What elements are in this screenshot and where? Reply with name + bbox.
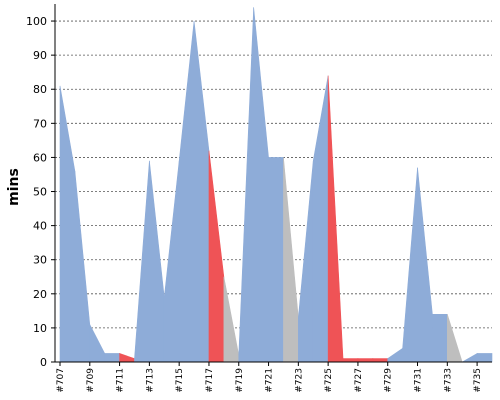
area-segment <box>163 160 180 363</box>
area-segment <box>119 353 135 363</box>
x-tick-label: #727 <box>354 368 364 393</box>
area-segment <box>178 21 195 363</box>
x-tick-label: #725 <box>324 368 334 393</box>
y-axis-ticks: 0 10 20 30 40 50 60 70 80 90 100 <box>26 15 55 369</box>
axes <box>54 4 492 363</box>
area-segment <box>298 160 314 363</box>
x-tick-label: #735 <box>473 368 483 393</box>
x-tick-label: #715 <box>175 368 185 393</box>
area-segment <box>387 347 403 363</box>
area-segment <box>253 7 269 363</box>
area-segment <box>447 314 463 363</box>
y-tick-label: 20 <box>33 288 47 301</box>
area-segment <box>208 150 225 363</box>
area-segment <box>268 157 284 363</box>
x-tick-label: #721 <box>265 368 275 393</box>
area-segment <box>223 276 240 363</box>
x-tick-label: #723 <box>294 368 304 393</box>
area-segment <box>327 75 344 363</box>
area-segment <box>193 21 210 363</box>
y-tick-label: 60 <box>33 151 47 164</box>
y-tick-label: 90 <box>33 49 47 62</box>
y-tick-label: 80 <box>33 83 47 96</box>
area-segment <box>342 358 359 363</box>
x-tick-label: #707 <box>56 368 66 393</box>
x-tick-label: #729 <box>384 368 394 393</box>
x-tick-label: #717 <box>205 368 215 393</box>
x-tick-label: #719 <box>235 368 245 393</box>
y-tick-label: 40 <box>33 220 47 233</box>
area-segment <box>149 160 165 363</box>
y-axis-label: mins <box>6 168 22 206</box>
area-segment <box>134 160 150 363</box>
area-segment <box>417 167 433 363</box>
area-segment <box>461 352 478 363</box>
y-tick-label: 0 <box>40 356 47 369</box>
area-series <box>59 7 493 363</box>
x-tick-label: #713 <box>145 368 155 393</box>
area-segment <box>104 353 120 363</box>
area-segment <box>476 353 493 363</box>
x-axis-ticks: #707 #709 #711 #713 #715 #717 #719 #721 #723 #725… <box>56 362 483 393</box>
area-segment <box>402 167 418 363</box>
area-segment <box>89 324 105 363</box>
y-tick-label: 50 <box>33 186 47 199</box>
y-tick-label: 100 <box>26 15 47 28</box>
x-tick-label: #731 <box>414 368 424 393</box>
area-segment <box>357 358 374 363</box>
area-segment <box>432 313 448 363</box>
y-tick-label: 70 <box>33 117 47 130</box>
x-tick-label: #733 <box>443 368 453 393</box>
x-tick-label: #711 <box>116 368 126 393</box>
area-segment <box>312 75 329 363</box>
x-tick-label: #709 <box>86 368 96 393</box>
area-segment <box>238 7 254 363</box>
area-segment <box>372 358 389 363</box>
area-segment <box>74 171 91 363</box>
y-tick-label: 30 <box>33 254 47 267</box>
y-tick-label: 10 <box>33 322 47 335</box>
area-segment <box>59 85 76 363</box>
